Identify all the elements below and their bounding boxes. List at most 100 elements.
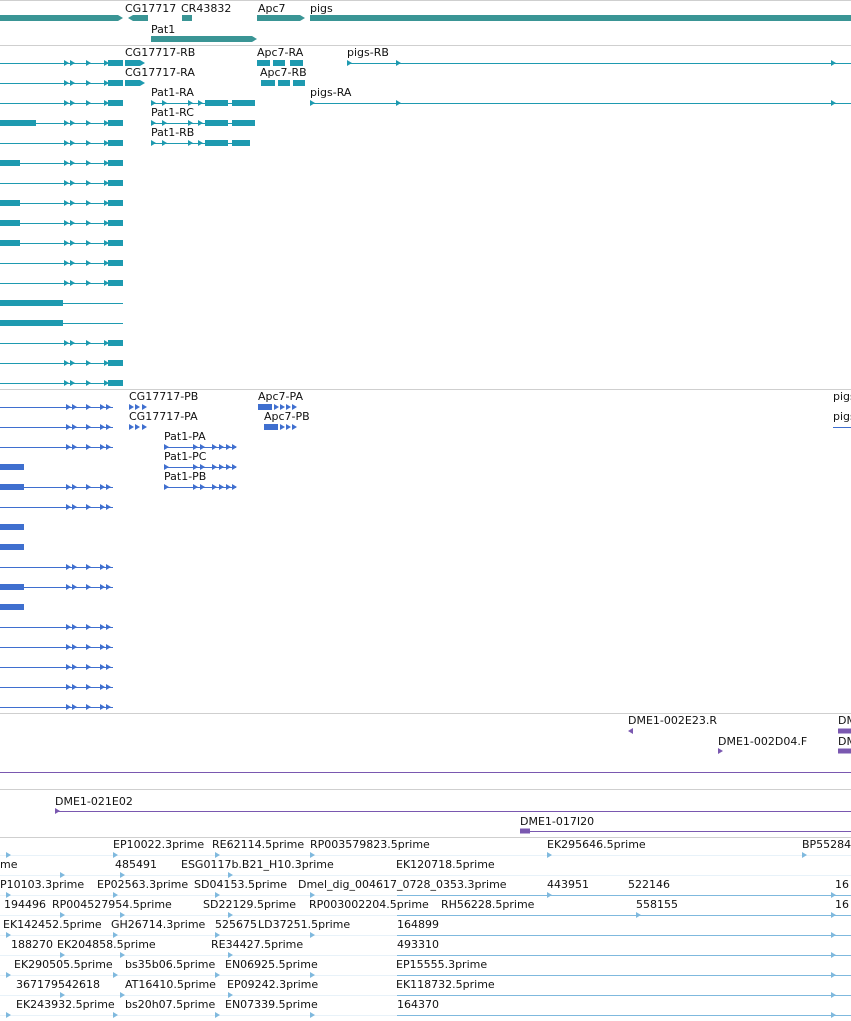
est-label[interactable]: 443951 (547, 878, 589, 891)
est-label[interactable]: 164370 (397, 998, 439, 1011)
est-label[interactable]: EN06925.5prime (225, 958, 318, 971)
est-arrow (310, 932, 315, 938)
est-label[interactable]: 188270 (11, 938, 53, 951)
gene-label-cr43832[interactable]: CR43832 (181, 2, 232, 15)
strand-arrow (86, 360, 91, 366)
mrna-label-cg17717-ra[interactable]: CG17717-RA (125, 66, 195, 79)
gene-label-pat1[interactable]: Pat1 (151, 23, 176, 36)
protein-label-cg17717-pa[interactable]: CG17717-PA (129, 410, 198, 423)
est-label[interactable]: RH56228.5prime (441, 898, 535, 911)
strand-arrow (280, 404, 285, 410)
mrna-label-cg17717-rb[interactable]: CG17717-RB (125, 46, 196, 59)
strand-arrow (72, 584, 77, 590)
strand-arrow (72, 444, 77, 450)
est-arrow (215, 972, 220, 978)
est-label[interactable]: SD04153.5prime (194, 878, 287, 891)
mrna-label-pat1-rc[interactable]: Pat1-RC (151, 106, 194, 119)
est-label[interactable]: SD22129.5prime (203, 898, 296, 911)
strand-arrow (232, 484, 237, 490)
est-label[interactable]: 558155 (636, 898, 678, 911)
clone-label-dm-2[interactable]: DM (838, 735, 851, 748)
est-arrow (6, 852, 11, 858)
est-label[interactable]: EK295646.5prime (547, 838, 646, 851)
gene-label-cg17717[interactable]: CG17717 (125, 2, 177, 15)
est-arrow (120, 872, 125, 878)
est-label[interactable]: RE34427.5prime (211, 938, 304, 951)
protein-label-pigs-2[interactable]: pigs (833, 410, 851, 423)
gene-label-pigs[interactable]: pigs (310, 2, 333, 15)
est-label[interactable]: bs20h07.5prime (125, 998, 216, 1011)
est-label[interactable]: 493310 (397, 938, 439, 951)
est-label[interactable]: 522146 (628, 878, 670, 891)
est-label[interactable]: EK290505.5prime (14, 958, 113, 971)
est-label[interactable]: AT16410.5prime (125, 978, 216, 991)
protein-label-pat1-pb[interactable]: Pat1-PB (164, 470, 207, 483)
est-label[interactable]: EP09242.3prime (227, 978, 319, 991)
protein-block (0, 604, 24, 610)
protein-label-apc7-pb[interactable]: Apc7-PB (264, 410, 310, 423)
exon-block (0, 240, 20, 246)
est-label[interactable]: 194496 (4, 898, 46, 911)
clone-label-dm-1[interactable]: DM (838, 714, 851, 727)
clone-label-dme1-017i20[interactable]: DME1-017I20 (520, 815, 595, 828)
est-label[interactable]: GH26714.3prime (111, 918, 206, 931)
protein-label-pigs-1[interactable]: pigs (833, 390, 851, 403)
est-label[interactable]: RP003579823.5prime (310, 838, 430, 851)
strand-arrow (347, 60, 352, 66)
strand-arrow (72, 624, 77, 630)
est-label[interactable]: 16 (835, 878, 849, 891)
mrna-label-apc7-rb[interactable]: Apc7-RB (260, 66, 307, 79)
est-label[interactable]: 16 (835, 898, 849, 911)
est-label[interactable]: EP15555.3prime (396, 958, 488, 971)
strand-arrow (66, 684, 71, 690)
est-label[interactable]: EK204858.5prime (57, 938, 156, 951)
strand-arrow (70, 140, 75, 146)
protein-label-apc7-pa[interactable]: Apc7-PA (258, 390, 303, 403)
mrna-label-pigs-rb[interactable]: pigs-RB (347, 46, 389, 59)
mrna-label-pat1-rb[interactable]: Pat1-RB (151, 126, 195, 139)
strand-arrow (802, 852, 807, 858)
est-label[interactable]: 485491 (115, 858, 157, 871)
strand-arrow (198, 140, 203, 146)
est-label[interactable]: P10103.3prime (0, 878, 85, 891)
protein-label-cg17717-pb[interactable]: CG17717-PB (129, 390, 199, 403)
exon-block (108, 180, 123, 186)
est-label[interactable]: bs35b06.5prime (125, 958, 216, 971)
protein-label-pat1-pa[interactable]: Pat1-PA (164, 430, 206, 443)
est-label[interactable]: BP55284 (802, 838, 851, 851)
est-label[interactable]: EK120718.5prime (396, 858, 495, 871)
strand-arrow (64, 100, 69, 106)
mrna-label-apc7-ra[interactable]: Apc7-RA (257, 46, 304, 59)
protein-label-pat1-pc[interactable]: Pat1-PC (164, 450, 207, 463)
est-arrow (831, 952, 836, 958)
est-label[interactable]: 525675 (215, 918, 257, 931)
est-label[interactable]: me (0, 858, 18, 871)
est-label[interactable]: EK142452.5prime (3, 918, 102, 931)
est-label[interactable]: RP004527954.5prime (52, 898, 172, 911)
est-label[interactable]: 164899 (397, 918, 439, 931)
clone-label-dme1-002d04[interactable]: DME1-002D04.F (718, 735, 808, 748)
est-label[interactable]: EP02563.3prime (97, 878, 189, 891)
est-label[interactable]: Dmel_dig_004617_0728_0353.3prime (298, 878, 507, 891)
protein-block (0, 464, 24, 470)
gene-label-apc7[interactable]: Apc7 (258, 2, 286, 15)
clone-label-dme1-002e23[interactable]: DME1-002E23.R (628, 714, 717, 727)
est-arrow (228, 872, 233, 878)
est-label[interactable]: EK243932.5prime (16, 998, 115, 1011)
est-label[interactable]: EK118732.5prime (396, 978, 495, 991)
strand-arrow (164, 484, 169, 490)
est-label[interactable]: ESG0117b.B21_H10.3prime (181, 858, 334, 871)
clone-label-dme1-021e02[interactable]: DME1-021E02 (55, 795, 133, 808)
est-label[interactable]: EP10022.3prime (113, 838, 205, 851)
est-label[interactable]: RP003002204.5prime (309, 898, 429, 911)
est-label[interactable]: RE62114.5prime (212, 838, 305, 851)
est-label[interactable]: EN07339.5prime (225, 998, 318, 1011)
est-arrow (113, 852, 118, 858)
strand-arrow (104, 180, 109, 186)
est-label[interactable]: LD37251.5prime (258, 918, 351, 931)
mrna-label-pat1-ra[interactable]: Pat1-RA (151, 86, 194, 99)
est-label[interactable]: 367179542618 (16, 978, 100, 991)
mrna-label-pigs-ra[interactable]: pigs-RA (310, 86, 352, 99)
clone-arrow (718, 748, 723, 754)
